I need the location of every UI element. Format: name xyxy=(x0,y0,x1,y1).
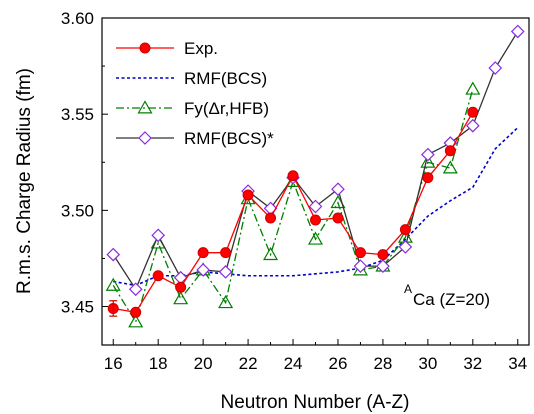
series-RMF(BCS)* xyxy=(106,24,525,297)
data-point xyxy=(421,147,435,162)
x-tick-label: 28 xyxy=(373,354,392,373)
data-point xyxy=(197,247,209,259)
legend-label: RMF(BCS)* xyxy=(184,129,274,148)
data-point xyxy=(152,270,164,282)
data-point xyxy=(175,281,187,293)
axis-ticks: 16 18 20 22 24 26 28 30 32 34 3.45 3.50 3.55 3.60 xyxy=(61,9,527,373)
data-point xyxy=(173,291,189,305)
legend-entry: Exp. xyxy=(116,39,218,58)
x-tick-label: 18 xyxy=(149,354,168,373)
legend-entry: Fy(Δr,HFB) xyxy=(116,99,269,118)
data-point xyxy=(263,246,279,261)
x-axis-label: Neutron Number (A-Z) xyxy=(221,392,410,413)
data-point xyxy=(354,247,366,259)
x-tick-label: 24 xyxy=(284,354,303,373)
data-point xyxy=(220,247,232,259)
data-point xyxy=(105,277,121,291)
data-point xyxy=(310,214,321,226)
legend-swatch-marker xyxy=(139,42,151,54)
annotation-text: Ca (Z=20) xyxy=(413,290,490,309)
data-point xyxy=(399,224,411,236)
legend-label: Exp. xyxy=(184,39,218,58)
x-tick-label: 22 xyxy=(239,354,258,373)
data-point xyxy=(308,199,323,214)
y-axis-label: R.m.s. Charge Radius (fm) xyxy=(14,68,35,294)
x-tick-label: 34 xyxy=(508,354,527,373)
annotation-superscript: A xyxy=(404,282,412,296)
data-point xyxy=(398,240,413,254)
data-point xyxy=(307,231,324,245)
data-point xyxy=(128,314,144,328)
error-bar xyxy=(109,300,118,317)
data-point xyxy=(488,61,503,75)
data-point xyxy=(218,294,234,309)
legend-entry: RMF(BCS)* xyxy=(116,129,274,148)
series-RMF(BCS) xyxy=(113,127,519,287)
data-point xyxy=(287,170,299,182)
data-point xyxy=(353,259,368,273)
data-point xyxy=(376,259,390,273)
data-point xyxy=(242,189,254,201)
legend-label: RMF(BCS) xyxy=(184,69,267,88)
data-point xyxy=(218,265,233,279)
y-tick-label: 3.55 xyxy=(61,105,94,124)
legend: Exp. RMF(BCS) Fy(Δr,HFB) RMF(BCS)* xyxy=(116,39,274,148)
x-tick-label: 32 xyxy=(463,354,482,373)
series-layer xyxy=(105,24,525,328)
series-line xyxy=(113,111,474,314)
x-tick-label: 26 xyxy=(329,354,348,373)
data-point xyxy=(331,182,345,197)
data-point xyxy=(332,212,344,224)
data-point xyxy=(196,263,210,277)
x-tick-label: 30 xyxy=(418,354,437,373)
y-tick-label: 3.60 xyxy=(61,9,94,28)
y-tick-label: 3.45 xyxy=(61,298,94,317)
legend-label: Fy(Δr,HFB) xyxy=(184,99,269,118)
series-line xyxy=(113,127,519,287)
data-point xyxy=(465,81,481,95)
data-point xyxy=(422,172,434,184)
data-point xyxy=(465,118,480,133)
data-point xyxy=(265,212,277,224)
data-point xyxy=(106,247,121,262)
data-point xyxy=(444,145,456,157)
data-point xyxy=(128,282,143,297)
data-point xyxy=(467,106,479,118)
legend-swatch-marker xyxy=(137,100,153,114)
series-line xyxy=(112,31,519,291)
data-point xyxy=(510,24,525,39)
y-tick-label: 3.50 xyxy=(61,201,94,220)
legend-swatch-marker xyxy=(138,131,152,145)
data-point xyxy=(130,306,142,318)
data-point xyxy=(442,160,458,174)
data-point xyxy=(377,249,389,261)
series-line xyxy=(112,88,474,324)
series-Exp. xyxy=(107,106,479,318)
data-point xyxy=(151,228,166,243)
x-tick-label: 16 xyxy=(104,354,123,373)
legend-entry: RMF(BCS) xyxy=(116,69,267,88)
data-point xyxy=(420,154,436,168)
x-tick-label: 20 xyxy=(194,354,213,373)
annotation: A Ca (Z=20) xyxy=(404,282,490,309)
